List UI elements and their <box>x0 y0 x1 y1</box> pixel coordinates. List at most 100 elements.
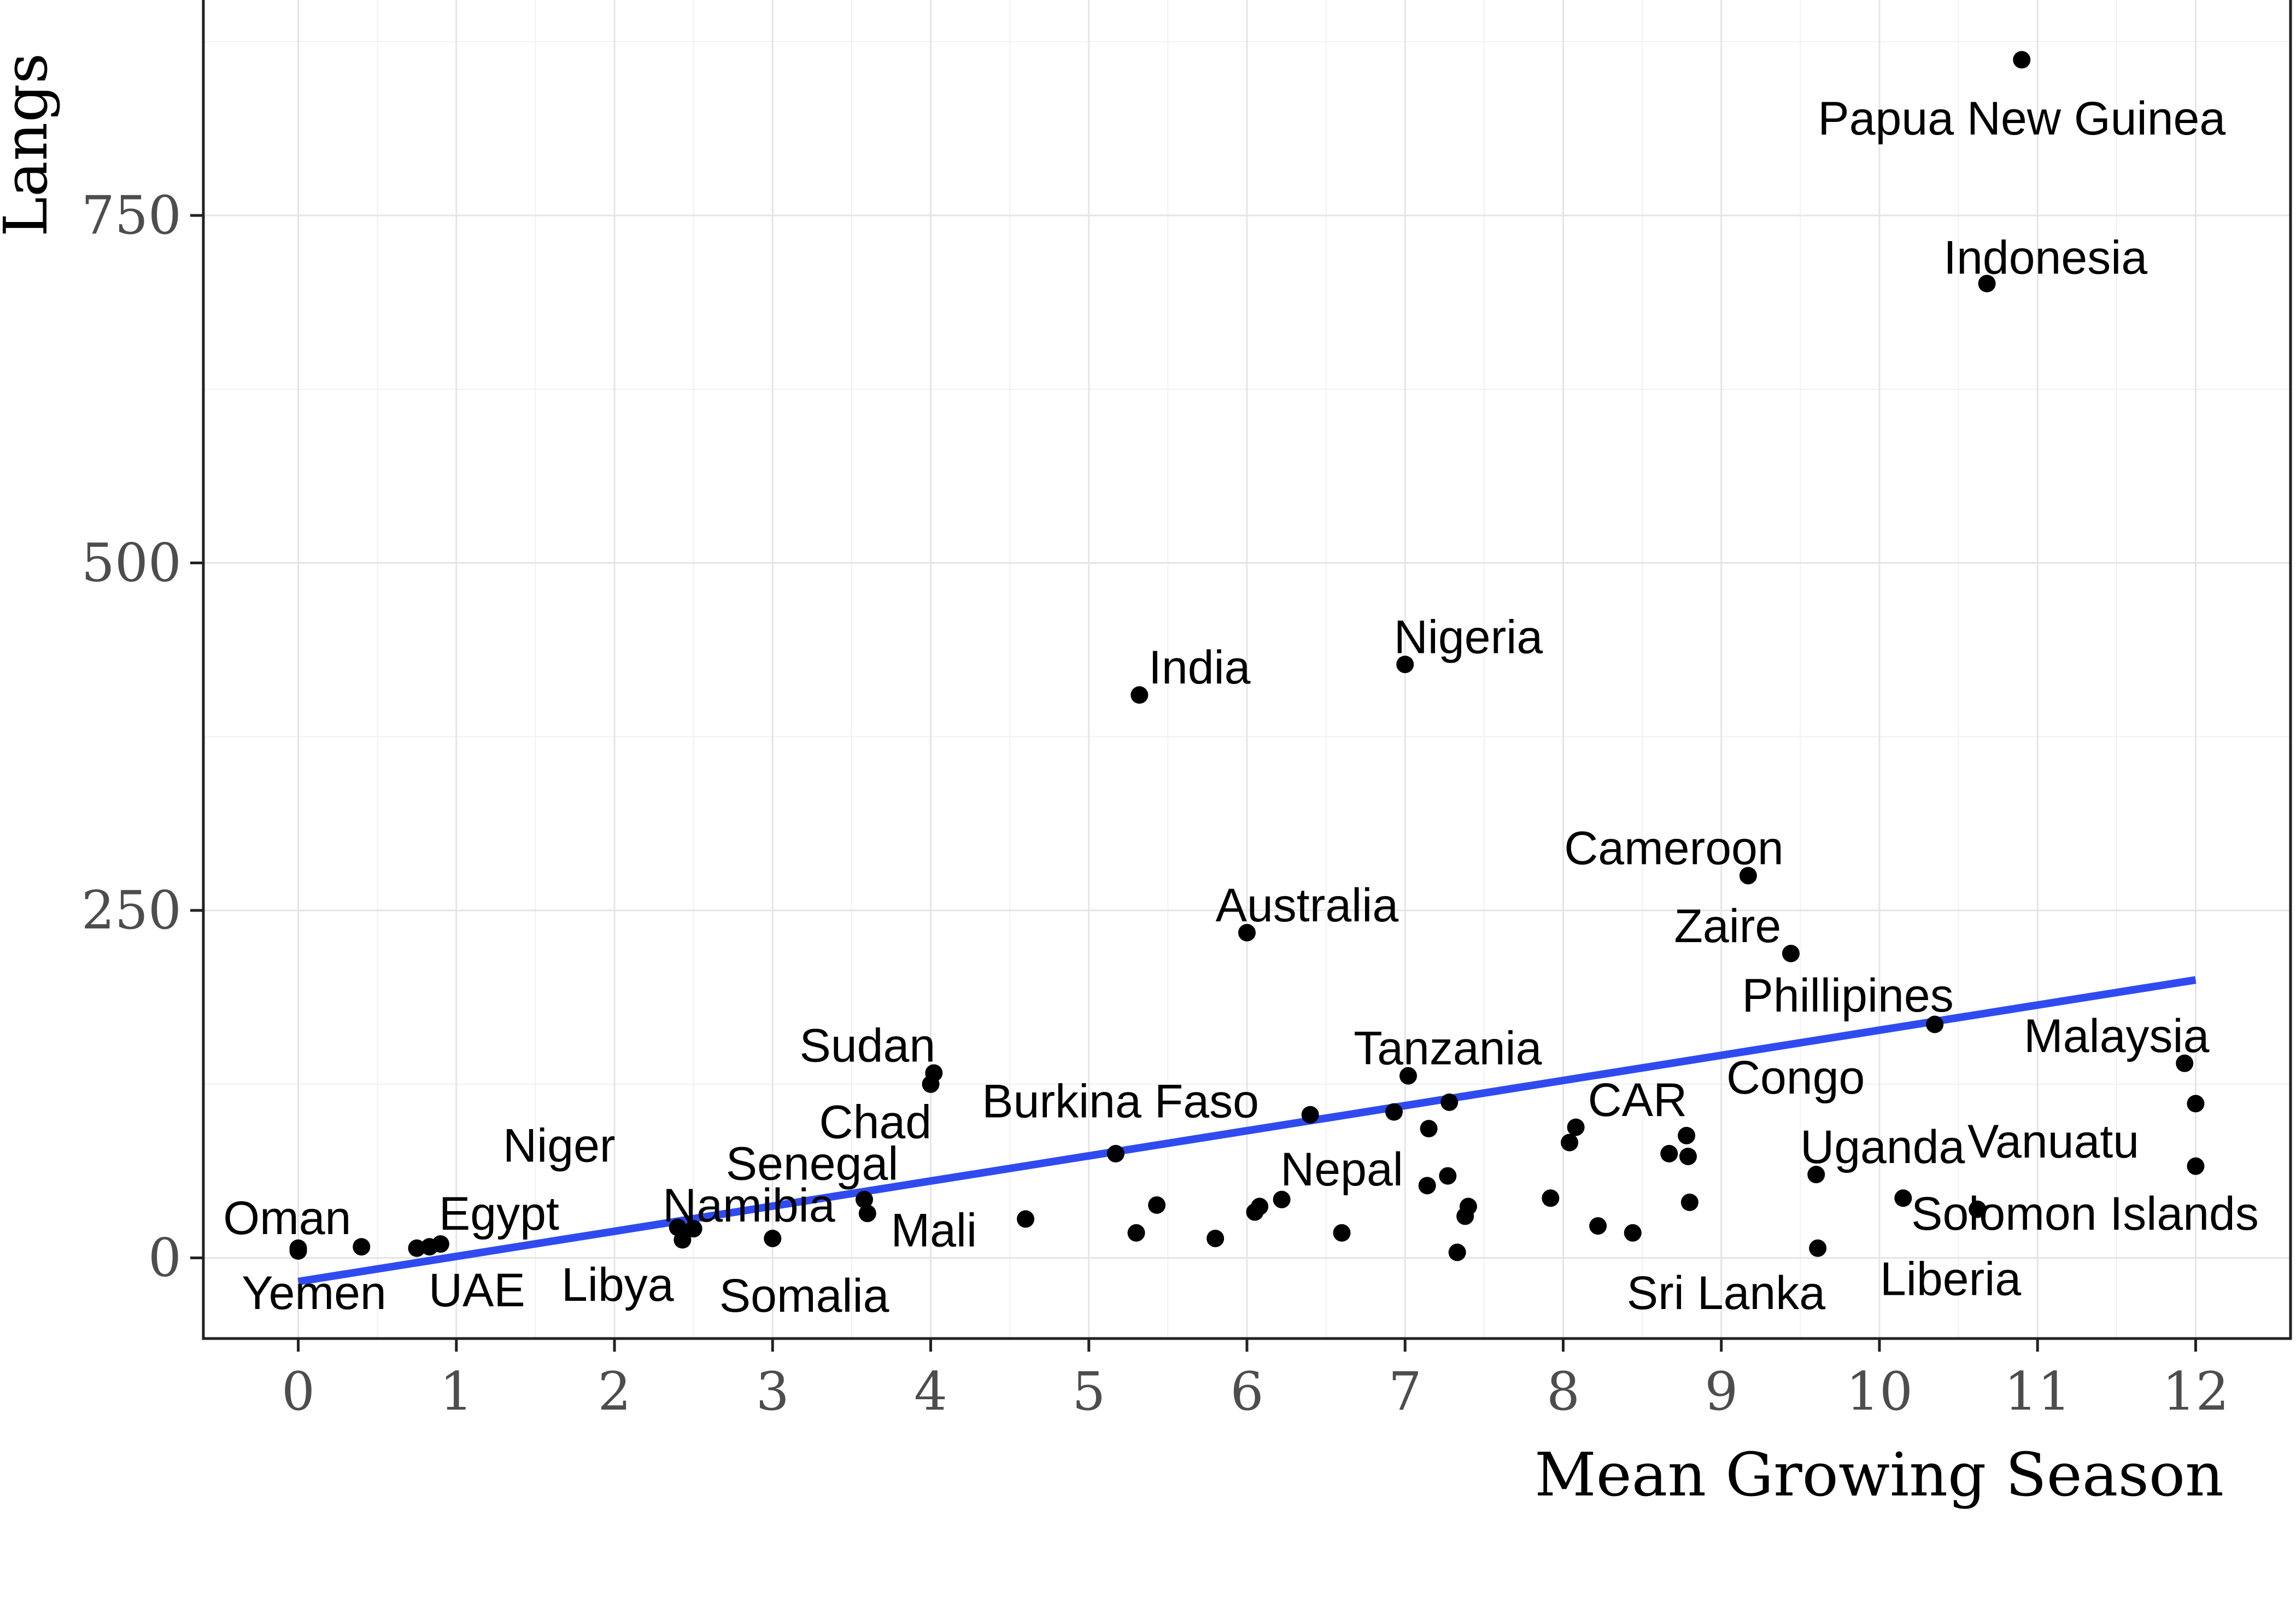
point-label: Nepal <box>1280 1143 1403 1196</box>
data-point <box>353 1238 371 1256</box>
point-label: Cameroon <box>1564 822 1784 875</box>
x-tick-label: 7 <box>1389 1361 1422 1422</box>
point-label: Niger <box>503 1120 616 1172</box>
data-point <box>1978 274 1996 293</box>
data-point <box>856 1190 874 1208</box>
data-point <box>1660 1144 1678 1162</box>
point-label: Sudan <box>799 1020 935 1072</box>
data-point <box>2176 1054 2194 1072</box>
point-label: Mali <box>891 1205 977 1257</box>
data-point <box>1542 1189 1560 1207</box>
point-label: Tanzania <box>1354 1022 1542 1075</box>
data-point <box>1420 1120 1438 1138</box>
point-label: Chad <box>819 1096 932 1148</box>
point-label: Australia <box>1216 879 1399 932</box>
data-point <box>1106 1144 1124 1162</box>
x-tick-label: 3 <box>756 1361 789 1422</box>
data-point <box>1127 1224 1145 1242</box>
data-point <box>1926 1015 1944 1033</box>
data-point <box>1418 1177 1436 1195</box>
data-point <box>1567 1118 1585 1136</box>
x-tick-label: 10 <box>1846 1361 1913 1422</box>
data-point <box>925 1064 943 1082</box>
y-axis-title: Langs <box>0 53 61 237</box>
point-label: Burkina Faso <box>982 1075 1259 1127</box>
point-label: Liberia <box>1880 1253 2021 1306</box>
x-tick-label: 8 <box>1547 1361 1580 1422</box>
y-tick-label: 500 <box>81 533 181 594</box>
data-point <box>1680 1193 1698 1211</box>
trend-line-group <box>297 976 2197 1285</box>
data-point <box>684 1220 702 1238</box>
data-point <box>2187 1157 2205 1175</box>
data-point <box>1561 1133 1579 1152</box>
x-tick-label: 6 <box>1230 1361 1263 1422</box>
data-point <box>1589 1217 1607 1235</box>
data-point <box>764 1229 782 1247</box>
data-point <box>408 1239 426 1257</box>
point-label: Nigeria <box>1394 611 1543 663</box>
data-point <box>1251 1197 1269 1216</box>
trend-line <box>297 976 2197 1285</box>
point-label: Phillipines <box>1742 969 1954 1022</box>
data-point <box>673 1231 692 1249</box>
point-label: Malaysia <box>2024 1010 2210 1062</box>
data-point <box>1273 1190 1291 1208</box>
y-tick-label: 750 <box>81 185 181 246</box>
x-tick-label: 1 <box>440 1361 473 1422</box>
data-point <box>1894 1189 1912 1207</box>
data-point <box>2013 51 2031 69</box>
point-label: CAR <box>1588 1074 1688 1126</box>
y-axis-ticks: 0 250 500 750 <box>81 185 203 1289</box>
point-label: Sri Lanka <box>1627 1267 1825 1319</box>
data-point <box>289 1242 307 1260</box>
point-label: Namibia <box>663 1179 835 1232</box>
x-tick-label: 2 <box>598 1361 631 1422</box>
point-label: UAE <box>429 1264 525 1317</box>
data-point <box>1459 1197 1477 1216</box>
x-axis-title: Mean Growing Season <box>1534 1440 2224 1510</box>
data-point <box>1206 1229 1225 1247</box>
data-point <box>1333 1224 1351 1242</box>
point-label: Oman <box>223 1192 351 1244</box>
point-label: Egypt <box>439 1188 559 1240</box>
data-point <box>1809 1239 1827 1257</box>
x-tick-label: 11 <box>2004 1361 2071 1422</box>
x-tick-label: 0 <box>282 1361 315 1422</box>
point-label: Vanuatu <box>1967 1115 2139 1168</box>
data-point <box>1131 686 1149 704</box>
data-point <box>1448 1243 1466 1261</box>
point-label: India <box>1149 641 1251 694</box>
point-label: Uganda <box>1800 1121 1965 1173</box>
data-point <box>1440 1093 1459 1111</box>
data-point <box>1301 1106 1319 1124</box>
data-point <box>1678 1126 1696 1144</box>
major-gridlines <box>203 0 2291 1339</box>
point-label: Senegal <box>726 1138 899 1190</box>
data-point <box>1238 924 1256 942</box>
x-axis-ticks: 0 1 2 3 4 5 6 7 8 9 10 11 12 <box>282 1339 2229 1422</box>
point-label: Yemen <box>242 1267 386 1319</box>
data-point <box>1624 1224 1642 1242</box>
point-label: Zaire <box>1674 900 1781 952</box>
data-point <box>1439 1167 1457 1185</box>
point-labels: Papua New Guinea Indonesia India Nigeria Cam… <box>223 92 2259 1322</box>
data-point <box>431 1235 449 1253</box>
data-point <box>1017 1210 1035 1228</box>
y-tick-label: 250 <box>81 880 181 941</box>
point-label: Solomon Islands <box>1911 1188 2259 1240</box>
point-label: Congo <box>1726 1051 1865 1104</box>
x-tick-label: 12 <box>2162 1361 2229 1422</box>
point-label: Papua New Guinea <box>1818 92 2225 145</box>
x-tick-label: 9 <box>1705 1361 1738 1422</box>
data-points <box>289 51 2205 1261</box>
data-point <box>1807 1166 1825 1184</box>
data-point <box>1969 1200 1987 1218</box>
data-point <box>1148 1196 1166 1214</box>
point-label: Libya <box>561 1259 674 1311</box>
data-point <box>2187 1095 2205 1113</box>
data-point <box>1782 944 1800 962</box>
data-point <box>858 1205 876 1223</box>
data-point <box>1739 867 1757 885</box>
